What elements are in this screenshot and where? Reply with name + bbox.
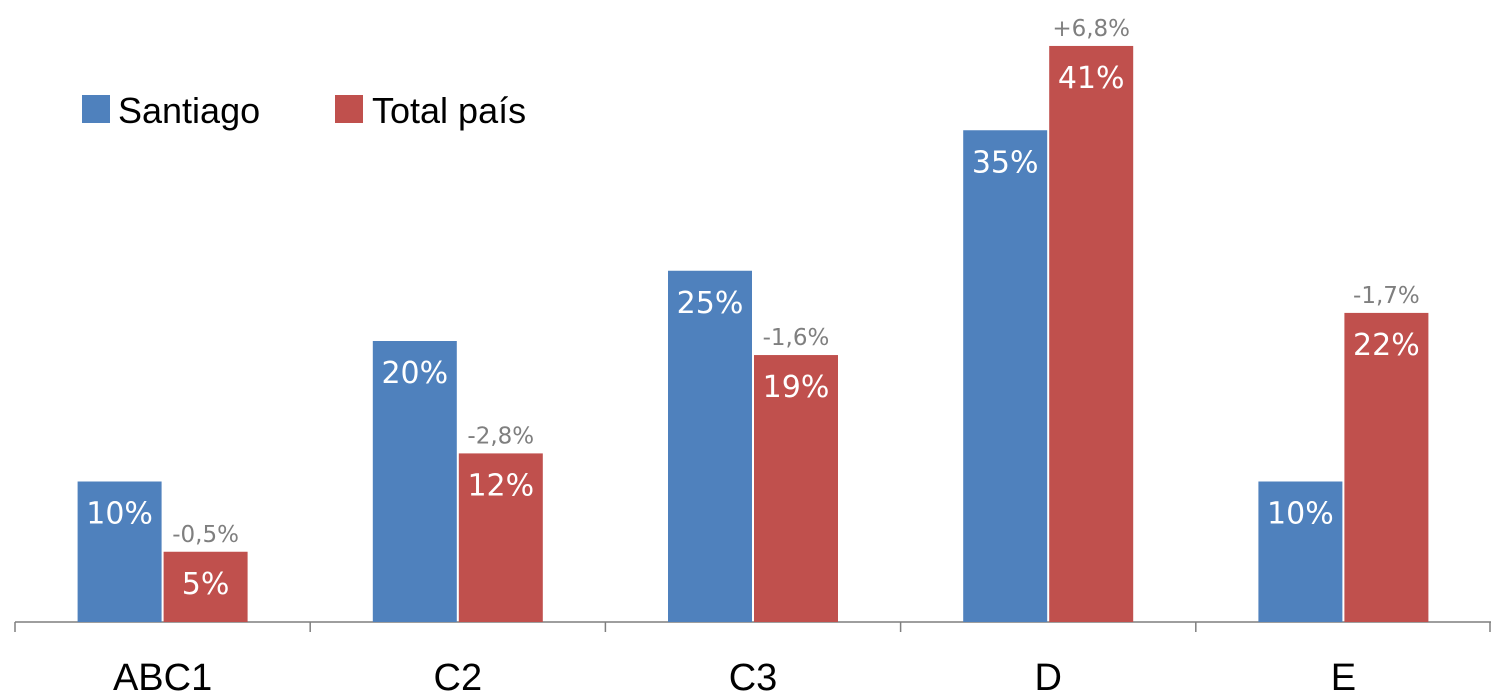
bar-santiago-c3 — [668, 270, 752, 622]
x-tick-label-c3: C3 — [729, 657, 778, 698]
x-tick-label-d: D — [1034, 657, 1061, 698]
data-label-santiago-c2: 20% — [381, 356, 448, 391]
difference-label-abc1: -0,5% — [172, 522, 239, 548]
data-label-santiago-c3: 25% — [677, 286, 744, 321]
legend-swatch-santiago — [82, 95, 110, 123]
data-label-total-pais-abc1: 5% — [182, 567, 230, 602]
data-label-total-pais-c3: 19% — [763, 370, 830, 405]
x-axis: ABC1 C2 C3 D E — [14, 621, 1491, 698]
legend: Santiago Total país — [82, 90, 526, 131]
bar-total-pais-e — [1344, 312, 1429, 622]
legend-label-total-pais: Total país — [372, 90, 526, 131]
data-label-santiago-abc1: 10% — [86, 497, 153, 532]
x-tick-label-c2: C2 — [434, 657, 483, 698]
x-tick-label-abc1: ABC1 — [113, 657, 212, 698]
bar-total-pais-c2 — [458, 453, 543, 622]
bar-santiago-c2 — [372, 341, 457, 622]
difference-label-c3: -1,6% — [763, 325, 830, 351]
bar-santiago-abc1 — [77, 481, 162, 622]
bar-total-pais-d — [1049, 45, 1134, 622]
data-label-santiago-d: 35% — [972, 145, 1039, 180]
legend-label-santiago: Santiago — [118, 90, 260, 131]
data-label-total-pais-c2: 12% — [467, 468, 534, 503]
value-labels: 10% 5% -0,5% 20% 12% -2,8% 25% 19% -1,6% 35% 41% +6… — [86, 16, 1420, 602]
data-label-total-pais-d: 41% — [1058, 61, 1125, 96]
legend-swatch-total-pais — [335, 95, 363, 123]
x-tick-label-e: E — [1331, 657, 1356, 698]
bar-total-pais-abc1 — [163, 551, 248, 622]
bars — [77, 45, 1429, 622]
data-label-total-pais-e: 22% — [1353, 328, 1420, 363]
difference-label-c2: -2,8% — [467, 423, 534, 449]
bar-santiago-d — [963, 130, 1048, 622]
bar-total-pais-c3 — [754, 355, 838, 622]
bar-santiago-e — [1258, 481, 1343, 622]
difference-label-d: +6,8% — [1052, 16, 1130, 42]
data-label-santiago-e: 10% — [1267, 497, 1334, 532]
difference-label-e: -1,7% — [1353, 283, 1420, 309]
